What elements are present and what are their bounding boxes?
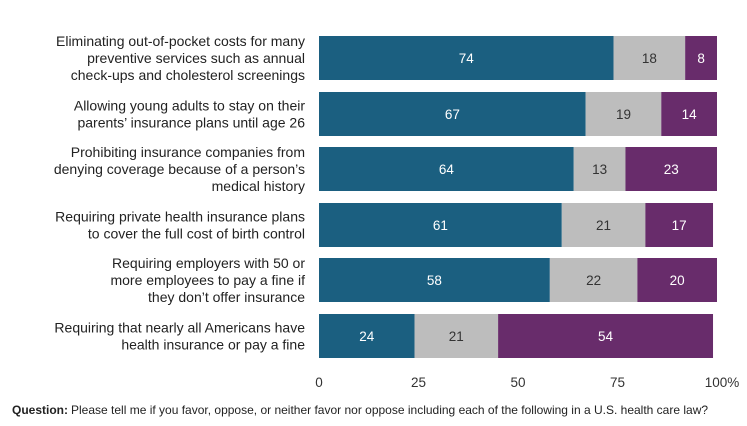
data-label: 23 [664,162,679,177]
category-label-line: Eliminating out-of-pocket costs for many [56,33,305,49]
bar-segment [319,147,574,191]
data-label: 21 [449,329,464,344]
category-label-line: preventive services such as annual [87,50,305,66]
bar-segment [613,36,686,80]
category-label-line: medical history [212,178,305,194]
category-label-line: they don’t offer insurance [148,289,305,305]
category-label-line: check-ups and cholesterol screenings [71,67,305,83]
footnote-text: Please tell me if you favor, oppose, or … [71,403,709,417]
category-label-line: Requiring that nearly all Americans have [54,320,305,336]
x-tick-label: 0 [315,375,323,390]
data-label: 54 [598,329,614,344]
data-label: 17 [672,218,687,233]
category-labels: Eliminating out-of-pocket costs for many… [54,33,305,353]
data-label: 22 [586,273,601,288]
category-label: Prohibiting insurance companies from deny… [54,144,305,194]
bar-segment [414,314,499,358]
bar-segment [685,36,717,80]
bar-segment [561,203,646,247]
category-label-line: Requiring employers with 50 or [112,255,305,271]
x-tick-label: 100% [705,375,740,390]
category-label-line: Requiring private health insurance plans [55,209,305,225]
category-label-line: health insurance or pay a fine [121,337,305,353]
data-label: 58 [427,273,442,288]
bar-segment [637,258,717,302]
x-axis-ticks: 0 25 50 75 100% [315,375,739,390]
bar-segment [645,203,714,247]
category-label: Requiring employers with 50 or more emplo… [110,255,305,305]
bar-segment [319,36,614,80]
data-label: 21 [596,218,611,233]
data-label: 18 [642,51,657,66]
category-label: Requiring private health insurance plans… [55,209,305,242]
bar-segment [319,314,415,358]
bar-segment [549,258,638,302]
bar-segment [585,92,662,136]
x-tick-label: 75 [610,375,625,390]
bar-segment [625,147,717,191]
category-label-line: denying coverage because of a person’s [54,161,305,177]
data-label: 19 [616,107,631,122]
bar-segment [661,92,717,136]
x-tick-label: 50 [510,375,525,390]
data-label: 24 [359,329,375,344]
stacked-bar-chart: 74 18 8 67 19 14 64 13 23 61 21 17 58 22 20 24 21 54 Elim… [54,33,739,390]
bars-group: 74 18 8 67 19 14 64 13 23 61 21 17 58 22 20 24 21 54 [319,36,717,358]
x-tick-label: 25 [411,375,426,390]
data-label: 14 [682,107,698,122]
bar-segment [319,92,586,136]
bar-segment [319,258,550,302]
category-label-line: Allowing young adults to stay on their [74,98,305,114]
data-label: 20 [670,273,685,288]
data-label: 61 [433,218,448,233]
data-label: 8 [697,51,705,66]
data-label: 74 [459,51,475,66]
footnote: Question: Please tell me if you favor, op… [12,402,712,419]
category-label: Requiring that nearly all Americans have… [54,320,305,353]
bar-segment [319,203,562,247]
data-label: 64 [439,162,455,177]
data-label: 13 [592,162,607,177]
category-label-line: Prohibiting insurance companies from [71,144,305,160]
category-label: Allowing young adults to stay on their pa… [74,98,305,131]
bar-segment [573,147,626,191]
bar-segment [498,314,714,358]
category-label-line: parents’ insurance plans until age 26 [77,115,305,131]
data-label: 67 [445,107,460,122]
category-label: Eliminating out-of-pocket costs for many… [56,33,305,83]
category-label-line: to cover the full cost of birth control [88,226,305,242]
category-label-line: more employees to pay a fine if [110,272,305,288]
footnote-label: Question: [12,403,68,417]
